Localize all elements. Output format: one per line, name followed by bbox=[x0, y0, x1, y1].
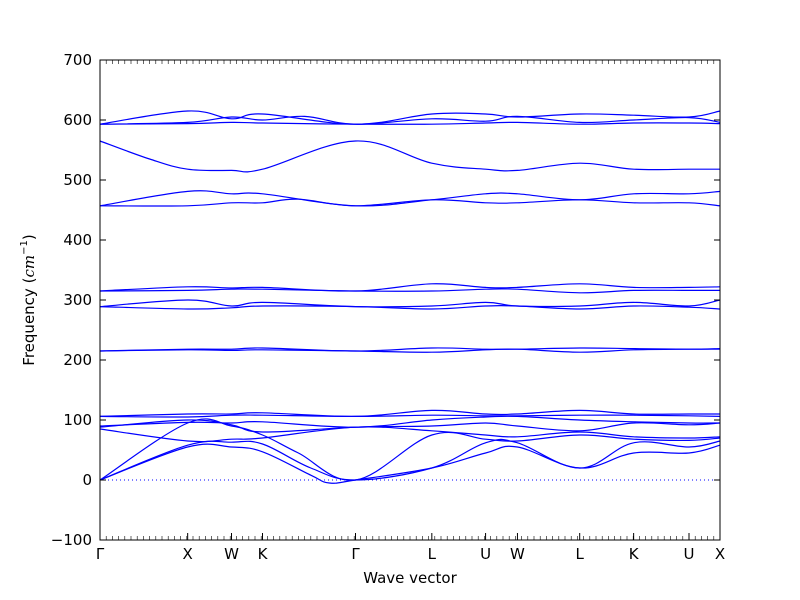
y-tick-label: 0 bbox=[82, 471, 92, 489]
y-axis-title-unit-close: ) bbox=[20, 234, 38, 240]
x-tick-label: X bbox=[183, 545, 193, 563]
x-tick-label: L bbox=[428, 545, 437, 563]
phonon-branch-8 bbox=[99, 409, 720, 418]
y-tick-label: 300 bbox=[63, 291, 92, 309]
y-axis-title-unit: cm bbox=[20, 255, 38, 278]
phonon-branch-6 bbox=[99, 415, 721, 428]
x-tick-label: Γ bbox=[96, 545, 105, 563]
phonon-branch-9 bbox=[99, 348, 721, 353]
phonon-branch-3 bbox=[99, 418, 721, 481]
phonon-branch-14 bbox=[99, 283, 721, 292]
phonon-branch-20 bbox=[99, 110, 721, 125]
y-tick-label: 100 bbox=[63, 411, 92, 429]
phonon-branch-11 bbox=[99, 304, 721, 310]
phonon-branch-4 bbox=[99, 426, 721, 443]
phonon-branch-12 bbox=[99, 299, 721, 308]
y-tick-label: −100 bbox=[51, 531, 92, 549]
phonon-branch-18 bbox=[99, 121, 721, 125]
phonon-branch-16 bbox=[99, 190, 721, 207]
x-tick-label: Γ bbox=[351, 545, 360, 563]
x-tick-label: U bbox=[684, 545, 695, 563]
y-tick-label: 700 bbox=[63, 51, 92, 69]
x-axis-title: Wave vector bbox=[363, 569, 457, 587]
y-tick-label: 400 bbox=[63, 231, 92, 249]
x-tick-label: W bbox=[510, 545, 525, 563]
y-axis-title: Frequency (cm−1) bbox=[19, 234, 38, 365]
y-tick-label: 200 bbox=[63, 351, 92, 369]
y-tick-label: 500 bbox=[63, 171, 92, 189]
y-axis: −100 0 100 200 300 400 500 600 700 bbox=[51, 51, 720, 549]
x-tick-label: K bbox=[629, 545, 640, 563]
plot-area bbox=[99, 59, 721, 541]
phonon-branch-13 bbox=[99, 288, 720, 294]
x-tick-label: L bbox=[576, 545, 585, 563]
y-tick-label: 600 bbox=[63, 111, 92, 129]
phonon-branch-7 bbox=[99, 414, 721, 418]
y-axis-title-unit-exp: −1 bbox=[19, 240, 30, 255]
x-tick-label: X bbox=[715, 545, 725, 563]
phonon-branch-17 bbox=[99, 140, 720, 173]
phonon-branch-10 bbox=[99, 347, 721, 352]
y-axis-title-unit-open: ( bbox=[20, 278, 38, 284]
x-tick-label: U bbox=[480, 545, 491, 563]
phonon-branch-1 bbox=[99, 443, 721, 484]
phonon-branch-2 bbox=[99, 438, 721, 481]
x-tick-label: W bbox=[224, 545, 239, 563]
phonon-branch-19 bbox=[99, 115, 721, 125]
y-axis-title-text: Frequency bbox=[20, 288, 38, 366]
x-tick-label: K bbox=[258, 545, 269, 563]
